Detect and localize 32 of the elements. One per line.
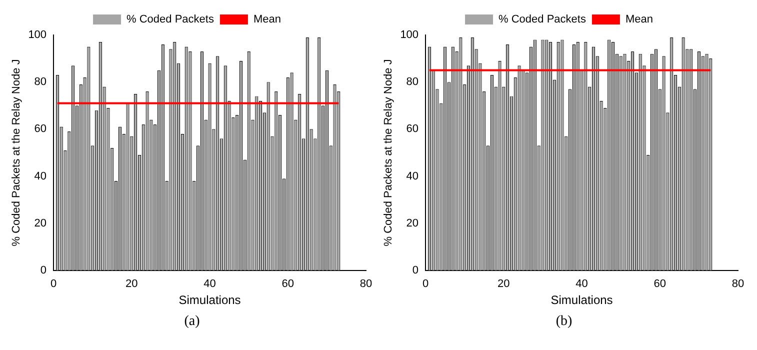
y-tick-label: 0 [412, 264, 419, 276]
y-tick-label: 100 [28, 29, 47, 42]
legend-label: % Coded Packets [126, 14, 214, 26]
x-tick-label: 20 [498, 278, 510, 290]
y-tick-label: 100 [400, 29, 419, 42]
y-tick-label: 60 [406, 123, 419, 136]
x-tick-label: 40 [576, 278, 588, 290]
y-axis-title: % Coded Packets at the Relay Node J [382, 59, 395, 246]
x-axis-title: Simulations [178, 293, 241, 308]
y-tick-label: 80 [34, 76, 47, 88]
x-tick-label: 40 [204, 278, 216, 290]
y-axis-title: % Coded Packets at the Relay Node J [10, 59, 23, 246]
y-tick-label: 40 [34, 170, 47, 182]
y-tick-label: 20 [34, 217, 47, 230]
x-tick-label: 0 [422, 278, 429, 290]
x-tick-label: 0 [50, 278, 57, 290]
y-tick-label: 80 [406, 76, 419, 88]
text: (a) [183, 314, 201, 330]
legend-label: Mean [625, 14, 653, 26]
x-tick-label: 80 [360, 278, 372, 290]
x-tick-label: 60 [654, 278, 666, 290]
y-tick-label: 40 [406, 170, 419, 182]
legend-label: Mean [253, 14, 281, 26]
x-tick-label: 60 [282, 278, 294, 290]
y-tick-label: 20 [406, 217, 419, 230]
x-tick-label: 20 [126, 278, 138, 290]
x-axis-title: Simulations [550, 293, 613, 308]
y-tick-label: 60 [34, 123, 47, 136]
text: (b) [554, 314, 574, 330]
y-tick-label: 0 [40, 264, 47, 276]
x-tick-label: 80 [732, 278, 744, 290]
legend-label: % Coded Packets [498, 14, 586, 26]
